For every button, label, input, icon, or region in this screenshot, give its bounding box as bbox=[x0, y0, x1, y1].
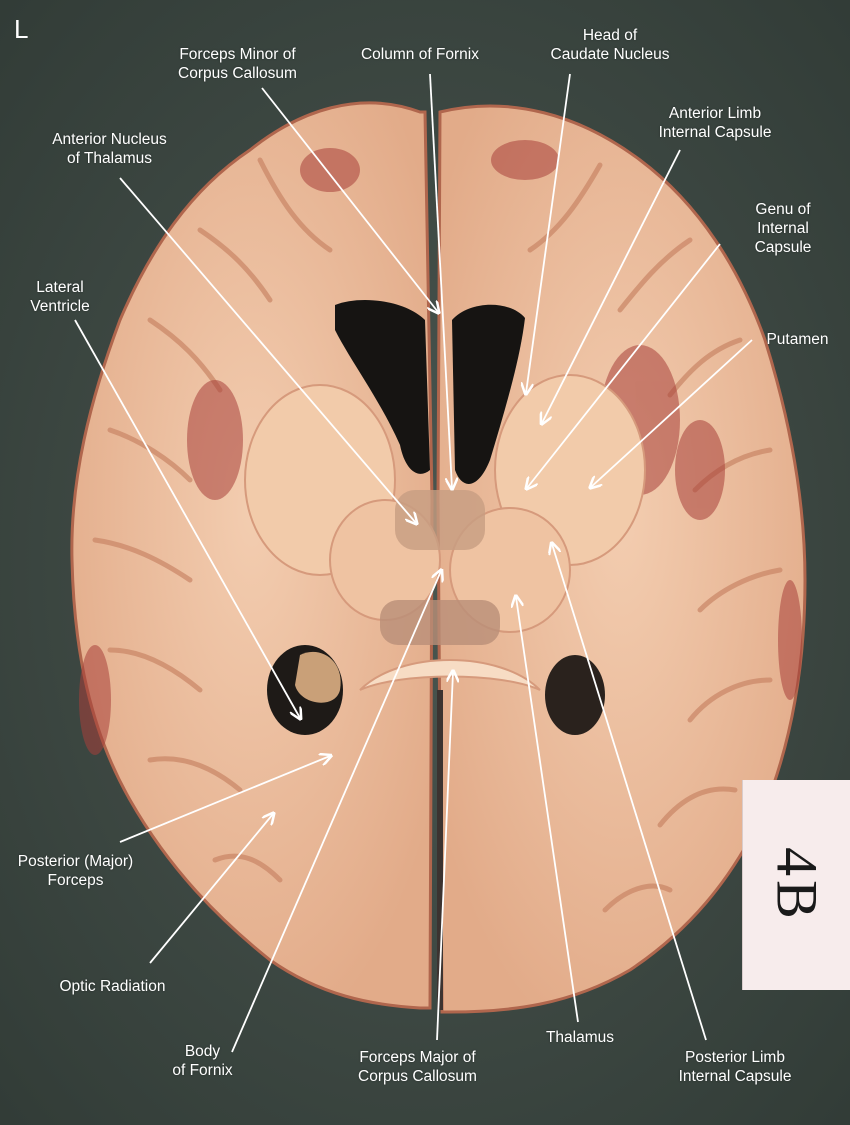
arrow-putamen bbox=[591, 339, 753, 487]
arrow-column-fornix bbox=[429, 73, 452, 488]
arrow-head-caudate bbox=[526, 73, 571, 393]
label-body-fornix: Body of Fornix bbox=[172, 1043, 233, 1079]
arrow-thalamus bbox=[516, 597, 579, 1023]
label-forceps-minor: Forceps Minor of Corpus Callosum bbox=[178, 46, 297, 82]
label-anterior-nucleus: Anterior Nucleus of Thalamus bbox=[52, 131, 167, 167]
specimen-card-text: 4B bbox=[764, 847, 830, 923]
label-anterior-limb: Anterior Limb Internal Capsule bbox=[658, 105, 772, 141]
label-thalamus: Thalamus bbox=[545, 1029, 615, 1046]
specimen-card: 4B bbox=[742, 780, 850, 990]
pineal-region bbox=[395, 490, 485, 550]
tectum-region bbox=[380, 600, 500, 645]
arrow-genu bbox=[527, 243, 721, 488]
choroid-plexus bbox=[295, 651, 341, 703]
arrow-forceps-major bbox=[436, 672, 453, 1041]
arrow-posterior-limb bbox=[552, 544, 707, 1041]
label-optic-radiation: Optic Radiation bbox=[59, 978, 166, 995]
left-anterior-horn bbox=[335, 300, 430, 474]
label-lateral-ventricle: Lateral Ventricle bbox=[30, 279, 90, 315]
label-posterior-limb: Posterior Limb Internal Capsule bbox=[678, 1049, 792, 1085]
arrow-anterior-limb bbox=[542, 149, 681, 423]
right-posterior-horn bbox=[545, 655, 605, 735]
arrow-posterior-forceps bbox=[119, 756, 330, 843]
arrow-lateral-ventricle bbox=[74, 319, 300, 718]
right-hemisphere bbox=[436, 104, 807, 1014]
right-anterior-horn bbox=[452, 304, 525, 484]
orientation-marker: L bbox=[14, 14, 29, 44]
label-genu: Genu of Internal Capsule bbox=[754, 201, 812, 256]
arrow-forceps-minor bbox=[261, 87, 438, 312]
label-putamen: Putamen bbox=[766, 331, 829, 348]
label-head-caudate: Head of Caudate Nucleus bbox=[550, 27, 670, 63]
label-column-fornix: Column of Fornix bbox=[360, 46, 479, 63]
label-posterior-forceps: Posterior (Major) Forceps bbox=[17, 853, 134, 889]
label-forceps-major: Forceps Major of Corpus Callosum bbox=[358, 1049, 477, 1085]
arrow-anterior-nucleus bbox=[119, 177, 416, 523]
arrow-body-fornix bbox=[231, 571, 441, 1053]
arrow-optic-radiation bbox=[149, 814, 273, 964]
annotation-arrows bbox=[74, 73, 753, 1053]
